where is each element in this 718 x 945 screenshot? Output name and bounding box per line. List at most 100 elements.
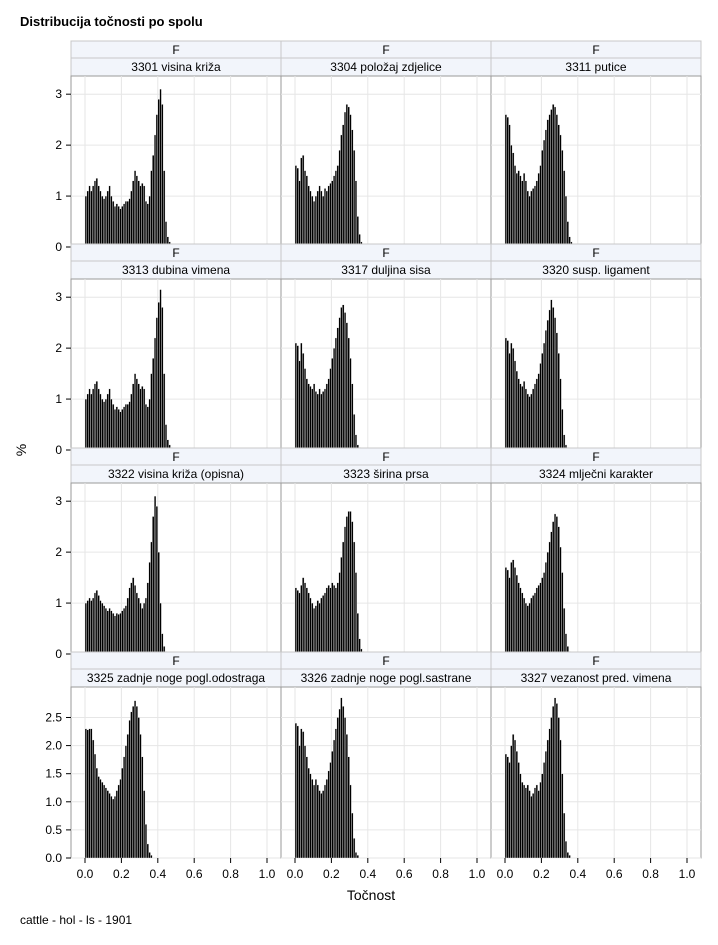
histogram-bar xyxy=(99,190,102,248)
histogram-bar xyxy=(508,762,511,859)
histogram-bar xyxy=(318,790,321,859)
histogram-bar xyxy=(104,787,108,859)
histogram-bar xyxy=(148,398,151,451)
histogram-bar xyxy=(112,403,115,451)
histogram-bar xyxy=(543,572,546,655)
histogram-bar xyxy=(548,728,551,859)
histogram-bar xyxy=(150,373,153,451)
histogram-bar xyxy=(347,106,350,248)
histogram-bar xyxy=(123,203,126,248)
histogram-bar xyxy=(86,729,89,859)
histogram-bar xyxy=(338,708,341,859)
histogram-bar xyxy=(559,134,562,248)
histogram-bar xyxy=(512,152,515,248)
histogram-bar xyxy=(333,175,336,248)
histogram-bar xyxy=(506,756,509,859)
histogram-bar xyxy=(327,378,330,451)
histogram-bar xyxy=(323,592,327,655)
histogram-bar xyxy=(84,728,87,859)
histogram-bar xyxy=(353,541,356,655)
histogram-bar xyxy=(106,610,109,655)
histogram-bar xyxy=(135,592,138,655)
histogram-bar xyxy=(298,180,301,248)
y-tick-label: 2 xyxy=(55,138,62,152)
histogram-bar xyxy=(152,155,155,248)
histogram-bar xyxy=(533,185,537,248)
histogram-bar xyxy=(320,190,323,248)
histogram-bar xyxy=(515,574,518,655)
histogram-bar xyxy=(515,172,518,248)
histogram-bar xyxy=(93,180,97,248)
histogram-bar xyxy=(550,299,553,451)
histogram-bar xyxy=(300,728,303,859)
histogram-bar xyxy=(104,607,108,655)
histogram-bar xyxy=(307,383,310,451)
histogram-bar xyxy=(132,577,135,655)
histogram-bar xyxy=(563,812,566,859)
histogram-bar xyxy=(546,739,549,859)
histogram-bar xyxy=(86,190,89,248)
histogram-bar xyxy=(141,756,144,859)
histogram-bar xyxy=(104,398,108,451)
histogram-bar xyxy=(95,178,98,248)
histogram-bar xyxy=(343,312,347,451)
histogram-bar xyxy=(121,767,124,859)
histogram-bar xyxy=(345,516,348,655)
histogram-bar xyxy=(517,170,520,248)
histogram-bar xyxy=(159,88,162,248)
histogram-bar xyxy=(539,781,542,859)
histogram-bar xyxy=(345,734,348,859)
footnote: cattle - hol - ls - 1901 xyxy=(20,913,133,927)
histogram-bar xyxy=(314,779,318,859)
histogram-bar xyxy=(356,613,359,655)
histogram-bar xyxy=(550,109,553,248)
histogram-bar xyxy=(343,526,347,655)
y-tick-label: 0.0 xyxy=(45,851,62,865)
y-tick-label: 2.5 xyxy=(45,710,62,724)
histogram-bar xyxy=(121,409,124,451)
histogram-bar xyxy=(99,600,102,655)
histogram-bar xyxy=(543,342,546,451)
histogram-bar xyxy=(132,180,135,248)
histogram-bar xyxy=(555,114,558,248)
histogram-bar xyxy=(123,756,126,859)
histogram-bar xyxy=(334,587,338,655)
histogram-bar xyxy=(133,585,137,655)
histogram-bar xyxy=(318,388,321,451)
histogram-bar xyxy=(541,353,544,451)
histogram-bar xyxy=(548,309,551,451)
histogram-bar xyxy=(155,317,158,451)
histogram-bar xyxy=(121,206,124,248)
histogram-bar xyxy=(119,411,122,451)
histogram-bar xyxy=(141,183,144,248)
histogram-bar xyxy=(126,734,129,859)
histogram-bar xyxy=(146,203,149,248)
histogram-bar xyxy=(133,700,137,859)
histogram-bar xyxy=(322,391,325,451)
histogram-bar xyxy=(343,717,347,859)
histogram-bar xyxy=(349,358,352,451)
histogram-bar xyxy=(146,582,149,655)
histogram-bar xyxy=(103,198,106,248)
histogram-bar xyxy=(311,195,314,248)
histogram-bar xyxy=(528,195,531,248)
histogram-bar xyxy=(543,139,546,248)
panel-header-text: F xyxy=(382,43,389,57)
histogram-bar xyxy=(115,203,118,248)
histogram-bar xyxy=(97,388,100,451)
histogram-bar xyxy=(103,401,106,451)
histogram-bar xyxy=(296,167,299,248)
histogram-bar xyxy=(137,383,140,451)
histogram-bar xyxy=(309,386,312,451)
x-tick-label: 0.0 xyxy=(497,867,514,881)
histogram-bar xyxy=(504,337,507,451)
panel-label-text: 3317 duljina sisa xyxy=(341,263,431,277)
histogram-bar xyxy=(157,302,160,451)
histogram-bar xyxy=(353,838,356,859)
histogram-bar xyxy=(302,731,305,859)
histogram-bar xyxy=(548,541,551,655)
y-tick-label: 1 xyxy=(55,596,62,610)
histogram-bar xyxy=(517,582,520,655)
histogram-bar xyxy=(309,190,312,248)
